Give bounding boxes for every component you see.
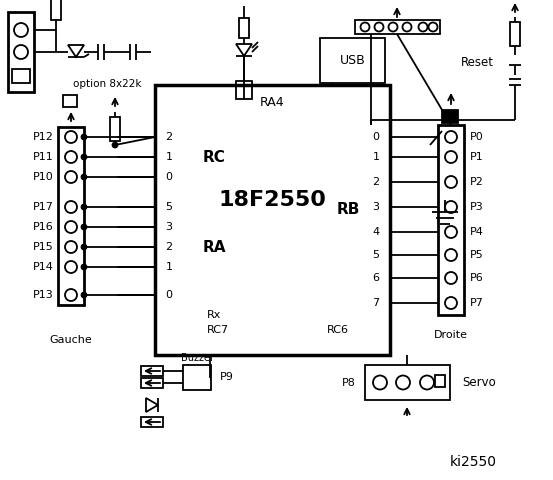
Circle shape <box>81 155 86 159</box>
Bar <box>365 365 450 400</box>
Text: RC7: RC7 <box>207 325 229 335</box>
Circle shape <box>445 201 457 213</box>
Circle shape <box>81 204 86 209</box>
Bar <box>141 417 163 427</box>
Bar <box>63 95 77 107</box>
Circle shape <box>445 131 457 143</box>
Circle shape <box>65 151 77 163</box>
Bar <box>141 378 163 388</box>
Circle shape <box>65 261 77 273</box>
Text: 1: 1 <box>165 262 173 272</box>
Text: 4: 4 <box>372 227 379 237</box>
Bar <box>435 375 445 387</box>
Circle shape <box>65 221 77 233</box>
Text: RC6: RC6 <box>327 325 349 335</box>
Bar <box>438 125 464 315</box>
Text: P4: P4 <box>470 227 484 237</box>
Circle shape <box>81 264 86 269</box>
Circle shape <box>81 244 86 250</box>
Text: 3: 3 <box>373 202 379 212</box>
Text: P12: P12 <box>33 132 54 142</box>
Text: ki2550: ki2550 <box>450 455 497 469</box>
Text: P14: P14 <box>33 262 54 272</box>
Text: USB: USB <box>340 54 366 67</box>
Text: 2: 2 <box>165 242 173 252</box>
Bar <box>51 0 61 20</box>
Circle shape <box>65 201 77 213</box>
Bar <box>442 110 458 123</box>
Text: Droite: Droite <box>434 330 468 340</box>
Text: RA4: RA4 <box>260 96 285 109</box>
Bar <box>58 127 84 305</box>
Bar <box>239 18 249 38</box>
Text: Reset: Reset <box>461 57 493 70</box>
Circle shape <box>445 297 457 309</box>
Circle shape <box>445 151 457 163</box>
Circle shape <box>445 249 457 261</box>
Text: P1: P1 <box>470 152 484 162</box>
Circle shape <box>65 289 77 301</box>
Bar <box>141 366 163 376</box>
Text: P16: P16 <box>33 222 54 232</box>
Text: P10: P10 <box>33 172 54 182</box>
Circle shape <box>445 226 457 238</box>
Text: P5: P5 <box>470 250 484 260</box>
Text: 6: 6 <box>373 273 379 283</box>
Bar <box>355 20 440 34</box>
Text: 1: 1 <box>165 152 173 162</box>
Bar <box>236 81 252 99</box>
Text: RB: RB <box>336 203 359 217</box>
Text: option 8x22k: option 8x22k <box>73 79 141 89</box>
Text: RA: RA <box>203 240 227 254</box>
Text: P2: P2 <box>470 177 484 187</box>
Circle shape <box>81 225 86 229</box>
Text: 0: 0 <box>165 172 173 182</box>
Text: P8: P8 <box>342 377 356 387</box>
Bar <box>110 117 120 141</box>
Text: P7: P7 <box>470 298 484 308</box>
Text: 0: 0 <box>373 132 379 142</box>
Bar <box>510 22 520 46</box>
Text: RC: RC <box>203 149 226 165</box>
Circle shape <box>445 272 457 284</box>
Text: P0: P0 <box>470 132 484 142</box>
Text: Buzzer: Buzzer <box>180 353 213 363</box>
Circle shape <box>65 171 77 183</box>
Circle shape <box>445 176 457 188</box>
Text: Gauche: Gauche <box>50 335 92 345</box>
Text: P17: P17 <box>33 202 54 212</box>
Text: Servo: Servo <box>462 376 495 389</box>
Text: P9: P9 <box>220 372 234 383</box>
Bar <box>320 38 385 83</box>
Text: P11: P11 <box>33 152 54 162</box>
Circle shape <box>81 292 86 298</box>
Text: P13: P13 <box>33 290 54 300</box>
Circle shape <box>65 241 77 253</box>
Circle shape <box>112 143 117 147</box>
Circle shape <box>81 175 86 180</box>
Circle shape <box>81 134 86 140</box>
Text: P6: P6 <box>470 273 484 283</box>
Text: 5: 5 <box>373 250 379 260</box>
Text: 1: 1 <box>373 152 379 162</box>
Bar <box>12 69 30 83</box>
Bar <box>8 12 34 92</box>
Text: 2: 2 <box>372 177 379 187</box>
Text: 5: 5 <box>165 202 173 212</box>
Text: P3: P3 <box>470 202 484 212</box>
Bar <box>155 85 390 355</box>
Text: P15: P15 <box>33 242 54 252</box>
Text: 3: 3 <box>165 222 173 232</box>
Text: 18F2550: 18F2550 <box>218 190 326 210</box>
Text: 2: 2 <box>165 132 173 142</box>
Text: 7: 7 <box>372 298 379 308</box>
Circle shape <box>65 131 77 143</box>
Text: Rx: Rx <box>207 310 221 320</box>
Bar <box>183 365 211 390</box>
Text: 0: 0 <box>165 290 173 300</box>
